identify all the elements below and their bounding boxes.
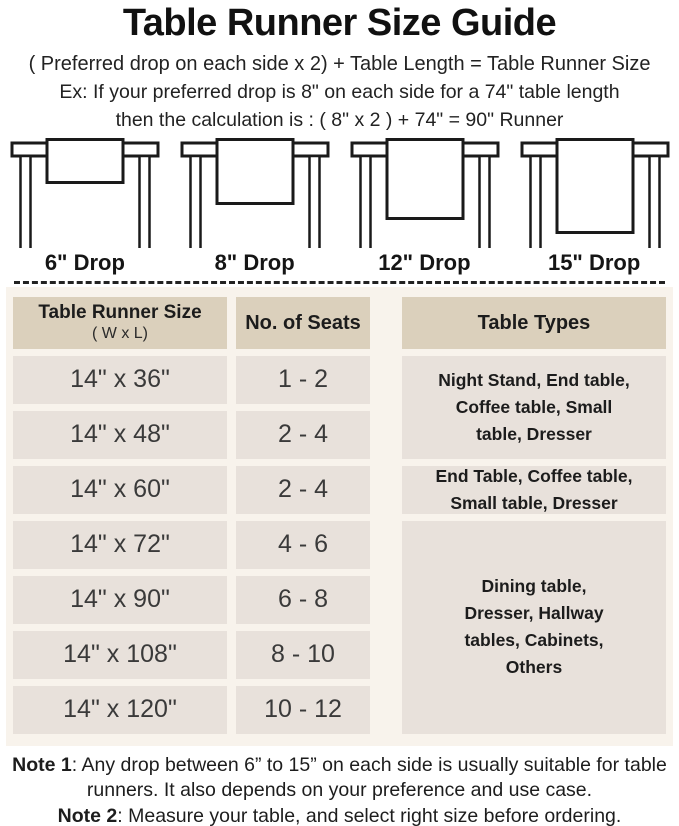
notes-section: Note 1: Any drop between 6” to 15” on ea… [0,753,679,826]
example-line-1: Ex: If your preferred drop is 8" on each… [59,80,620,103]
seats-cell: 1 - 2 [236,355,370,404]
note-2-label: Note 2 [57,805,118,826]
note-2-text: : Measure your table, and select right s… [117,805,622,826]
table-runner-12-drop-illustration [340,137,510,248]
guide-header: Table Runner Size Guide ( Preferred drop… [0,0,679,132]
seats-cell: 8 - 10 [236,630,370,679]
column-header-runner-size-sub: ( W x L) [92,325,148,343]
table-with-runner-icon [180,137,330,248]
seats-cell: 4 - 6 [236,520,370,569]
table-types-cell: End Table, Coffee table, Small table, Dr… [402,466,666,514]
size-cell: 14" x 48" [13,410,227,459]
drop-label-12: 12" Drop [378,249,471,275]
table-with-runner-icon [520,137,670,248]
size-cell: 14" x 90" [13,575,227,624]
column-header-runner-size-title: Table Runner Size [38,301,202,323]
drop-illustrations [0,137,679,248]
table-runner-8-drop-illustration [170,137,340,248]
formula-text: ( Preferred drop on each side x 2) + Tab… [28,52,651,75]
column-header-seats: No. of Seats [236,296,370,349]
drop-label-8: 8" Drop [214,249,295,275]
size-cell: 14" x 72" [13,520,227,569]
table-types-cell: Night Stand, End table, Coffee table, Sm… [402,355,666,459]
size-table: Table Runner Size ( W x L) No. of Seats … [6,286,673,746]
note-1: Note 1: Any drop between 6” to 15” on ea… [4,753,675,804]
column-header-runner-size: Table Runner Size ( W x L) [13,296,227,349]
seats-cell: 10 - 12 [236,685,370,734]
drop-label-15: 15" Drop [547,249,641,275]
seats-cell: 6 - 8 [236,575,370,624]
note-1-text: : Any drop between 6” to 15” on each sid… [71,753,667,802]
drop-labels-row: 6" Drop 8" Drop 12" Drop 15" Drop [0,250,679,276]
seats-cell: 2 - 4 [236,465,370,514]
note-1-label: Note 1 [12,753,72,776]
example-line-2: then the calculation is : ( 8" x 2 ) + 7… [115,108,564,131]
dashed-divider [14,280,665,284]
note-2: Note 2: Measure your table, and select r… [4,804,675,826]
table-types-cell: Dining table, Dresser, Hallway tables, C… [402,520,666,734]
table-runner-15-drop-illustration [510,137,679,248]
size-cell: 14" x 60" [13,465,227,514]
table-runner-6-drop-illustration [0,137,170,248]
column-header-table-types: Table Types [402,296,666,349]
drop-label-6: 6" Drop [44,249,125,275]
size-cell: 14" x 108" [13,630,227,679]
table-with-runner-icon [10,137,160,248]
size-cell: 14" x 36" [13,355,227,404]
table-with-runner-icon [350,137,500,248]
size-cell: 14" x 120" [13,685,227,734]
seats-cell: 2 - 4 [236,410,370,459]
page-title: Table Runner Size Guide [122,2,557,44]
